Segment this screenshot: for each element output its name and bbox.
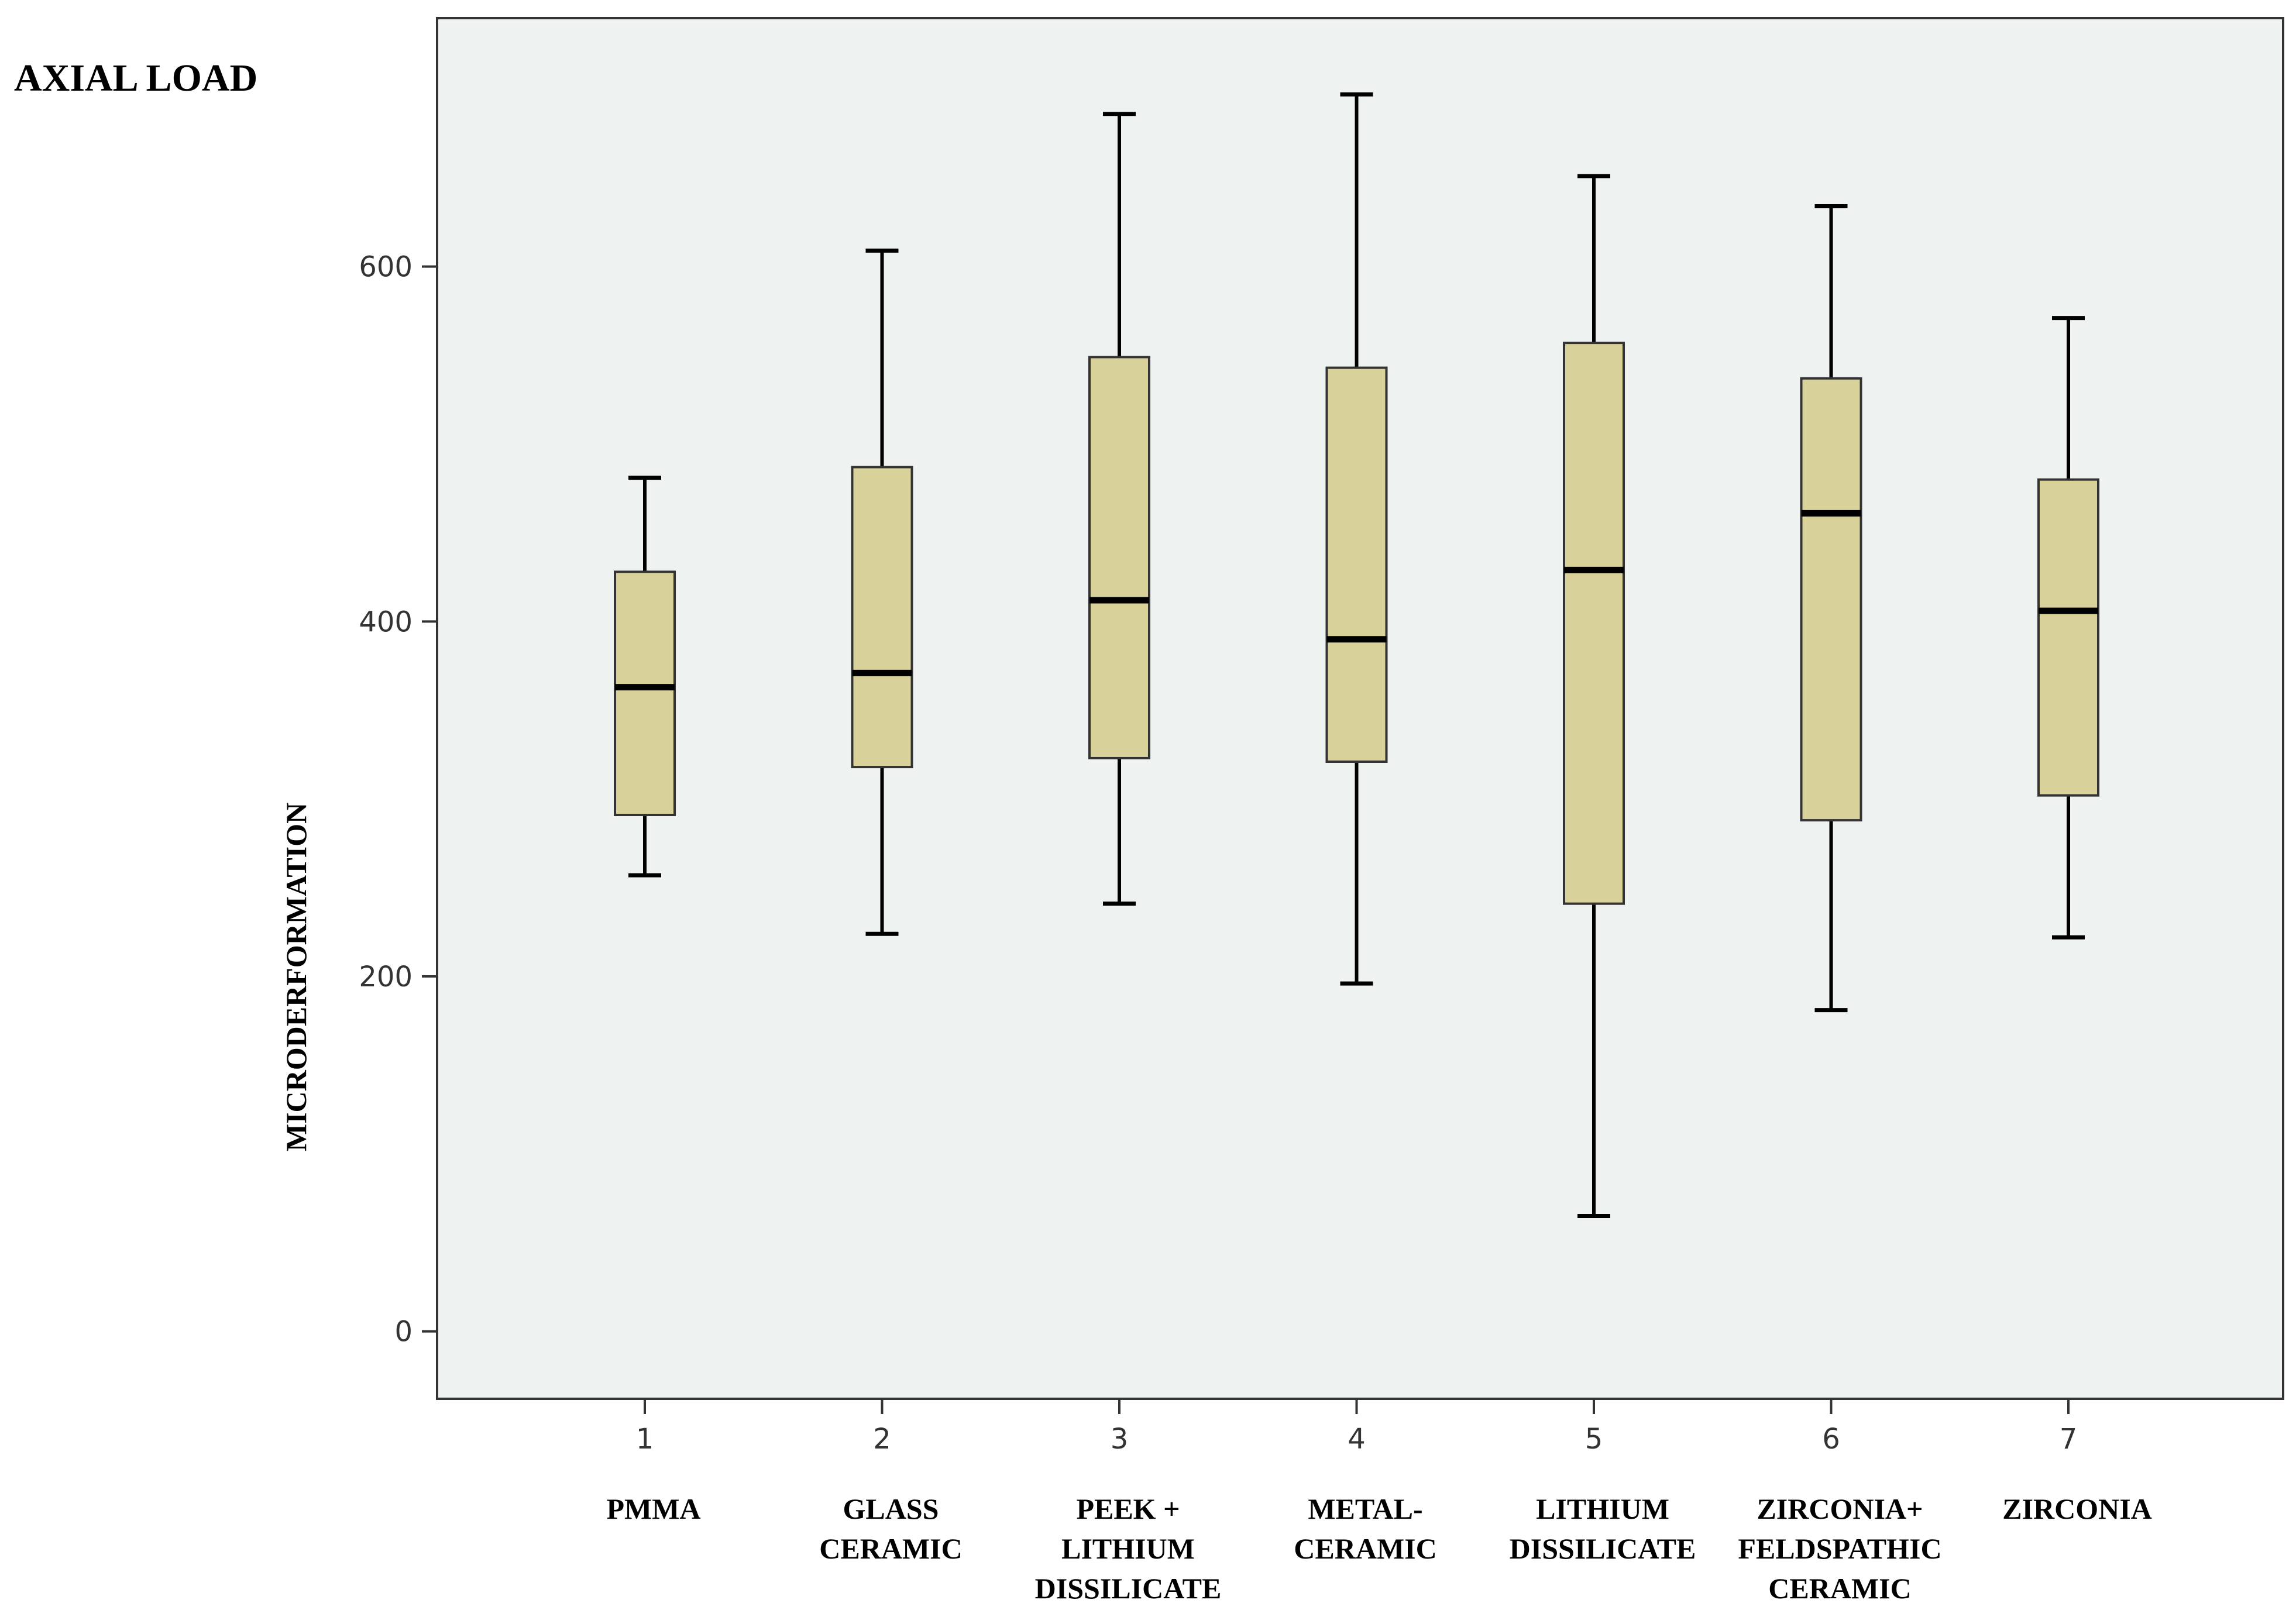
category-name-line: ZIRCONIA [2002, 1492, 2152, 1525]
category-name-line: ZIRCONIA+ [1757, 1492, 1923, 1525]
box-iqr [851, 466, 913, 769]
category-name: PEEK + LITHIUM DISSILICATE [1035, 1492, 1222, 1605]
category-name-line: LITHIUM [1061, 1532, 1195, 1565]
x-tick-label: 2 [873, 1423, 891, 1456]
box-iqr [1325, 366, 1388, 763]
box-group-7 [2037, 316, 2099, 940]
x-tick-label: 5 [1585, 1423, 1603, 1456]
category-name-line: DISSILICATE [1510, 1532, 1696, 1565]
x-tick-label: 7 [2060, 1423, 2078, 1456]
x-tick-label: 6 [1822, 1423, 1840, 1456]
box-group-1 [614, 476, 676, 878]
y-axis: 0 200 400 600 [359, 251, 437, 1348]
category-name: LITHIUM DISSILICATE [1510, 1492, 1696, 1565]
category-name: METAL- CERAMIC [1294, 1492, 1436, 1565]
category-name-line: GLASS [843, 1492, 939, 1525]
box-iqr [1088, 356, 1150, 759]
box-iqr [1563, 342, 1625, 905]
y-tick-label: 600 [359, 251, 413, 284]
category-name-line: PMMA [606, 1492, 700, 1525]
box-group-5 [1563, 174, 1625, 1219]
x-axis: 1 PMMA 2 GLASS CERAMIC 3 PEEK + LITHIUM DISSILIC… [606, 1399, 2152, 1605]
category-name-line: CERAMIC [1768, 1572, 1911, 1605]
category-name: GLASS CERAMIC [819, 1492, 962, 1565]
y-tick-label: 400 [359, 605, 413, 638]
category-name-line: PEEK + [1076, 1492, 1180, 1525]
category-name-line: CERAMIC [819, 1532, 962, 1565]
x-tick-label: 4 [1348, 1423, 1366, 1456]
box-iqr [1800, 377, 1862, 822]
box-group-6 [1800, 204, 1862, 1013]
category-name-line: CERAMIC [1294, 1532, 1436, 1565]
box-series [614, 92, 2099, 1219]
y-tick-label: 0 [394, 1316, 413, 1348]
category-name-line: FELDSPATHIC [1738, 1532, 1941, 1565]
category-name-line: DISSILICATE [1035, 1572, 1222, 1605]
y-tick-label: 200 [359, 961, 413, 993]
x-tick-label: 1 [636, 1423, 654, 1456]
x-tick-label: 3 [1111, 1423, 1129, 1456]
box-iqr [614, 570, 676, 817]
chart-title: AXIAL LOAD [14, 57, 257, 99]
box-group-3 [1088, 112, 1150, 906]
category-name-line: METAL- [1308, 1492, 1422, 1525]
box-group-2 [851, 248, 913, 936]
box-iqr [2037, 478, 2099, 797]
category-name: PMMA [606, 1492, 700, 1525]
y-axis-label: MICRODERFORMATION [280, 803, 312, 1151]
category-name-line: LITHIUM [1536, 1492, 1669, 1525]
category-name: ZIRCONIA+ FELDSPATHIC CERAMIC [1738, 1492, 1941, 1605]
box-group-4 [1325, 92, 1388, 986]
category-name: ZIRCONIA [2002, 1492, 2152, 1525]
